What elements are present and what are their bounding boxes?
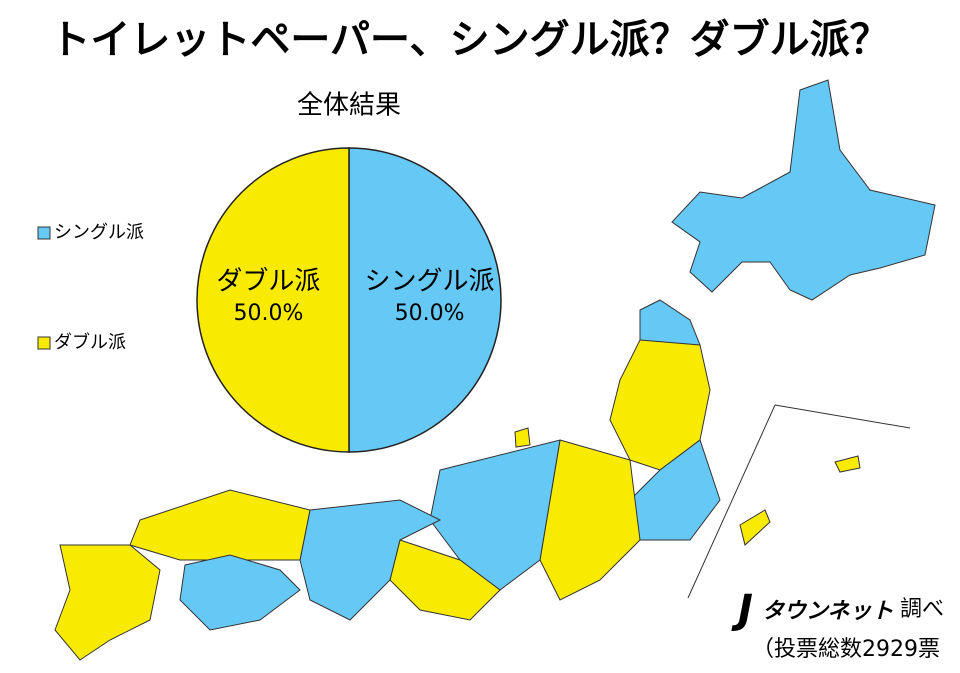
source-logo: タウンネット [762, 599, 894, 624]
pie-subtitle: 全体結果 [297, 91, 401, 121]
legend-label: シングル派 [54, 222, 144, 243]
hokkaido [671, 79, 936, 301]
chugoku [129, 489, 311, 561]
legend-swatch [37, 336, 51, 350]
legend-label: ダブル派 [54, 331, 126, 353]
kyushu [54, 544, 161, 661]
legend-swatch [37, 226, 51, 240]
vote-note: （投票総数2929票 [752, 637, 940, 662]
japan-map [54, 79, 936, 661]
source-suffix: 調べ [900, 597, 944, 622]
pie: シングル派 50.0% ダブル派 50.0% [196, 147, 502, 453]
shikoku [179, 554, 301, 631]
slice-category: ダブル派 [216, 267, 320, 297]
okinawa-islands [834, 455, 861, 473]
sado [514, 427, 531, 448]
slice-category: シングル派 [365, 267, 495, 297]
chubu [429, 439, 561, 591]
slice-value-label: 50.0% [233, 301, 303, 326]
pie-slice [196, 147, 350, 453]
pie-slice [348, 147, 502, 453]
kinki [299, 499, 442, 621]
slice-value-label: 50.0% [395, 301, 465, 326]
okinawa [739, 509, 771, 546]
inset-border [774, 404, 911, 429]
inset-border [687, 404, 776, 599]
chart-title: トイレットペーパー、シングル派？ダブル派？ [50, 17, 889, 63]
